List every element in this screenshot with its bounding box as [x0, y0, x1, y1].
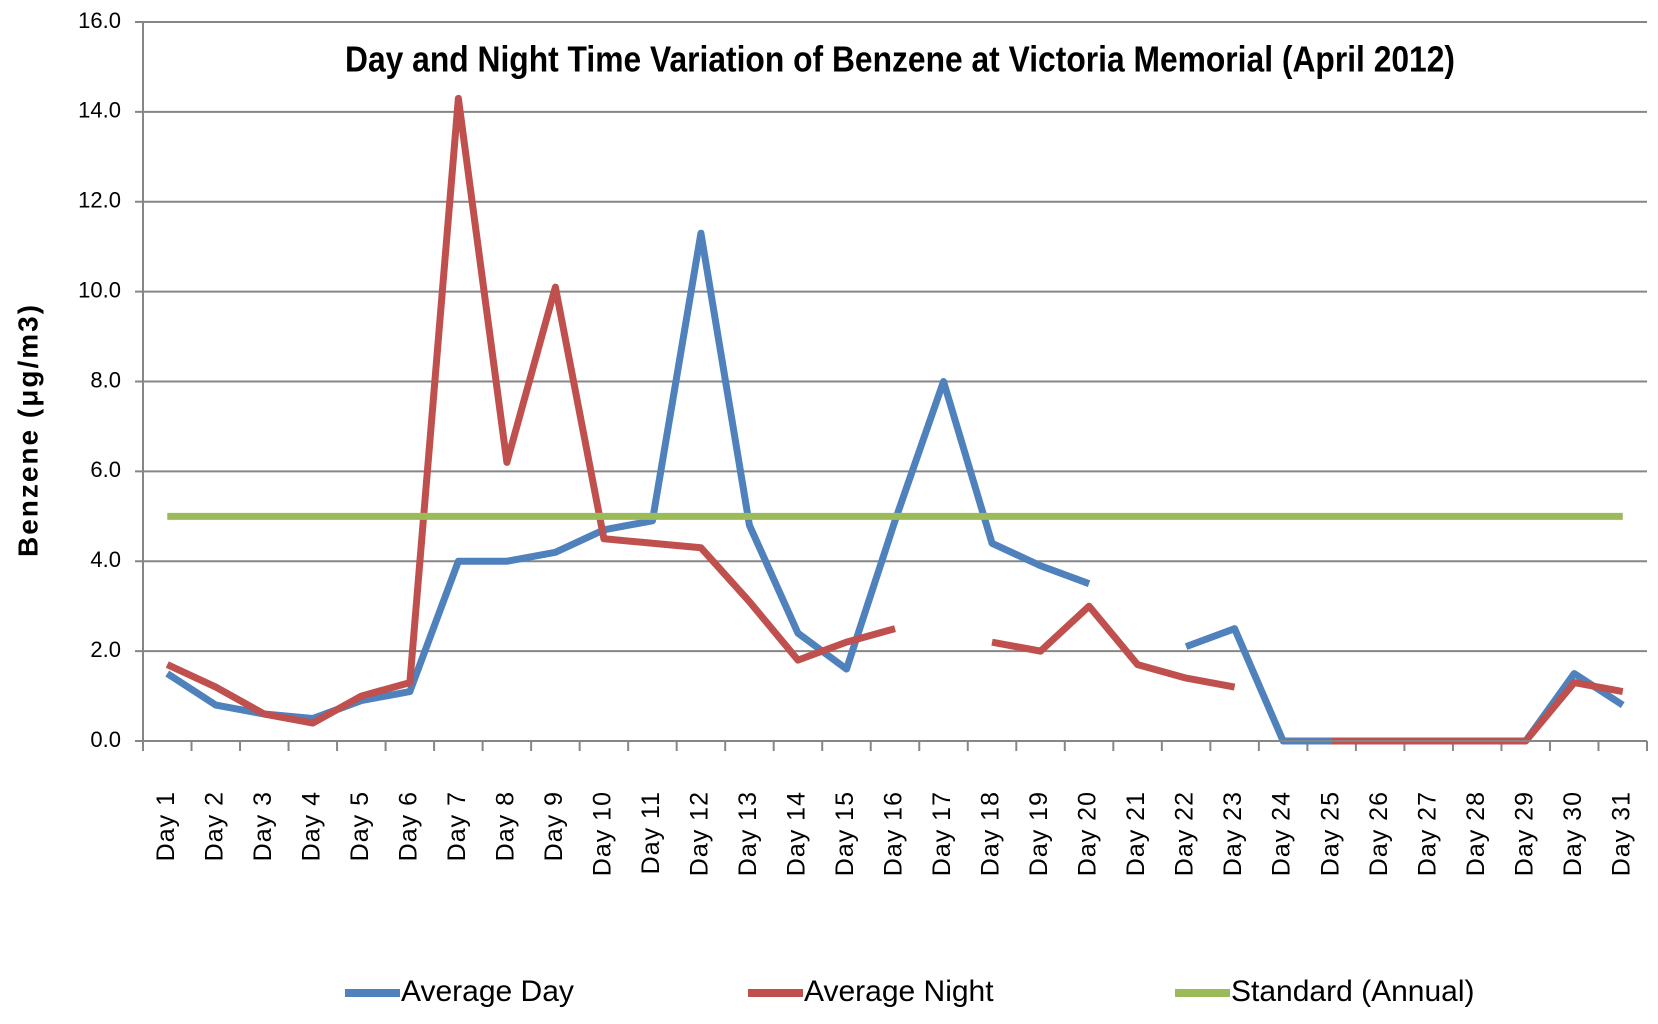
- y-axis-label: Benzene (μg/m3): [12, 303, 43, 557]
- series-line: [1331, 679, 1624, 745]
- series-line: [991, 602, 1236, 691]
- x-tick-label: Day 13: [734, 791, 762, 876]
- x-tick-label: Day 20: [1074, 791, 1102, 876]
- x-tick-label: Day 22: [1171, 791, 1199, 876]
- y-tick-label: 6.0: [90, 457, 121, 482]
- x-tick-label: Day 1: [152, 791, 180, 861]
- x-tick-label: Day 24: [1268, 791, 1296, 876]
- series-line: [165, 94, 896, 727]
- y-tick-label: 2.0: [90, 637, 121, 662]
- x-tick-label: Day 2: [200, 791, 228, 861]
- chart-title: Day and Night Time Variation of Benzene …: [345, 39, 1455, 80]
- x-tick-label: Day 6: [394, 791, 422, 861]
- x-tick-label: Day 27: [1413, 791, 1441, 876]
- y-tick-label: 0.0: [90, 727, 121, 752]
- x-tick-label: Day 4: [297, 791, 325, 861]
- x-tick-label: Day 15: [831, 791, 859, 876]
- legend-label: Average Night: [804, 975, 994, 1008]
- x-tick-label: Day 9: [540, 791, 568, 861]
- x-tick-label: Day 12: [686, 791, 714, 876]
- x-tick-label: Day 28: [1462, 791, 1490, 876]
- x-tick-label: Day 8: [491, 791, 519, 861]
- y-tick-label: 12.0: [78, 188, 121, 213]
- y-tick-label: 4.0: [90, 547, 121, 572]
- x-tick-label: Day 30: [1559, 791, 1587, 876]
- y-tick-label: 8.0: [90, 367, 121, 392]
- x-tick-label: Day 3: [249, 791, 277, 861]
- legend-label: Average Day: [401, 975, 574, 1008]
- x-tick-label: Day 26: [1365, 791, 1393, 876]
- x-tick-label: Day 25: [1316, 791, 1344, 876]
- y-tick-label: 16.0: [78, 8, 121, 33]
- series-line: [165, 229, 1091, 723]
- x-tick-label: Day 11: [637, 791, 665, 874]
- x-tick-label: Day 21: [1122, 791, 1150, 876]
- x-tick-label: Day 29: [1510, 791, 1538, 876]
- x-tick-label: Day 17: [928, 791, 956, 876]
- y-tick-label: 10.0: [78, 277, 121, 302]
- x-tick-label: Day 7: [443, 791, 471, 861]
- x-tick-label: Day 5: [346, 791, 374, 861]
- x-tick-label: Day 10: [589, 791, 617, 876]
- x-tick-label: Day 19: [1025, 791, 1053, 876]
- y-tick-label: 14.0: [78, 98, 121, 123]
- legend-label: Standard (Annual): [1231, 975, 1475, 1008]
- x-tick-label: Day 23: [1219, 791, 1247, 876]
- series-line: [1184, 625, 1625, 745]
- x-tick-label: Day 16: [880, 791, 908, 876]
- x-tick-label: Day 18: [977, 791, 1005, 876]
- x-tick-label: Day 14: [783, 791, 811, 876]
- x-tick-label: Day 31: [1607, 791, 1635, 876]
